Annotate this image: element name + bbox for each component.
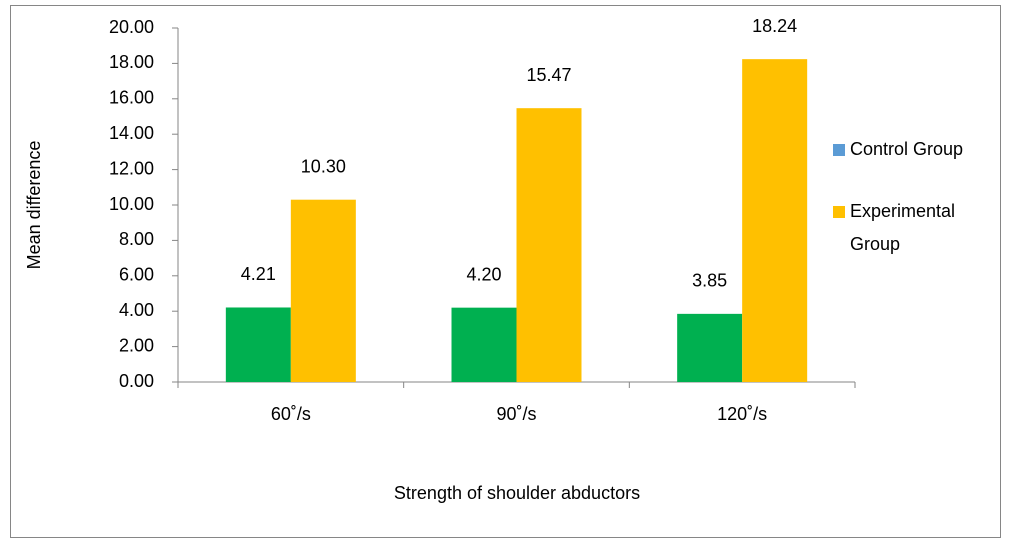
bar	[516, 108, 582, 382]
y-tick-label: 2.00	[119, 335, 154, 355]
legend-swatch	[833, 206, 845, 218]
y-tick-label: 18.00	[109, 52, 154, 72]
data-label: 15.47	[526, 65, 571, 85]
bar	[451, 307, 517, 382]
y-tick-label: 10.00	[109, 194, 154, 214]
data-label: 18.24	[752, 16, 797, 36]
data-label: 3.85	[692, 271, 727, 291]
y-tick-label: 6.00	[119, 265, 154, 285]
x-tick-label: 120˚/s	[717, 404, 767, 424]
y-tick-label: 12.00	[109, 158, 154, 178]
x-tick-label: 60˚/s	[271, 404, 311, 424]
legend-item: Control Group	[850, 139, 964, 159]
legend-item: Experimental Group	[850, 201, 956, 254]
bar	[742, 59, 808, 382]
data-label: 4.20	[466, 264, 501, 284]
y-tick-label: 16.00	[109, 88, 154, 108]
bar	[677, 313, 743, 382]
x-tick-label: 90˚/s	[496, 404, 536, 424]
bar	[225, 307, 291, 382]
data-label: 4.21	[241, 264, 276, 284]
y-tick-label: 14.00	[109, 123, 154, 143]
bar	[290, 199, 356, 382]
legend-label: Control Group	[850, 139, 964, 159]
legend-swatch	[833, 144, 845, 156]
y-tick-label: 0.00	[119, 371, 154, 391]
y-tick-label: 4.00	[119, 300, 154, 320]
y-axis-label: Mean difference	[24, 141, 44, 270]
data-label: 10.30	[301, 156, 346, 176]
legend-label: Experimental Group	[850, 201, 956, 254]
x-axis-label: Strength of shoulder abductors	[394, 483, 640, 503]
chart-frame	[10, 5, 1001, 538]
y-tick-label: 20.00	[109, 17, 154, 37]
y-tick-label: 8.00	[119, 229, 154, 249]
